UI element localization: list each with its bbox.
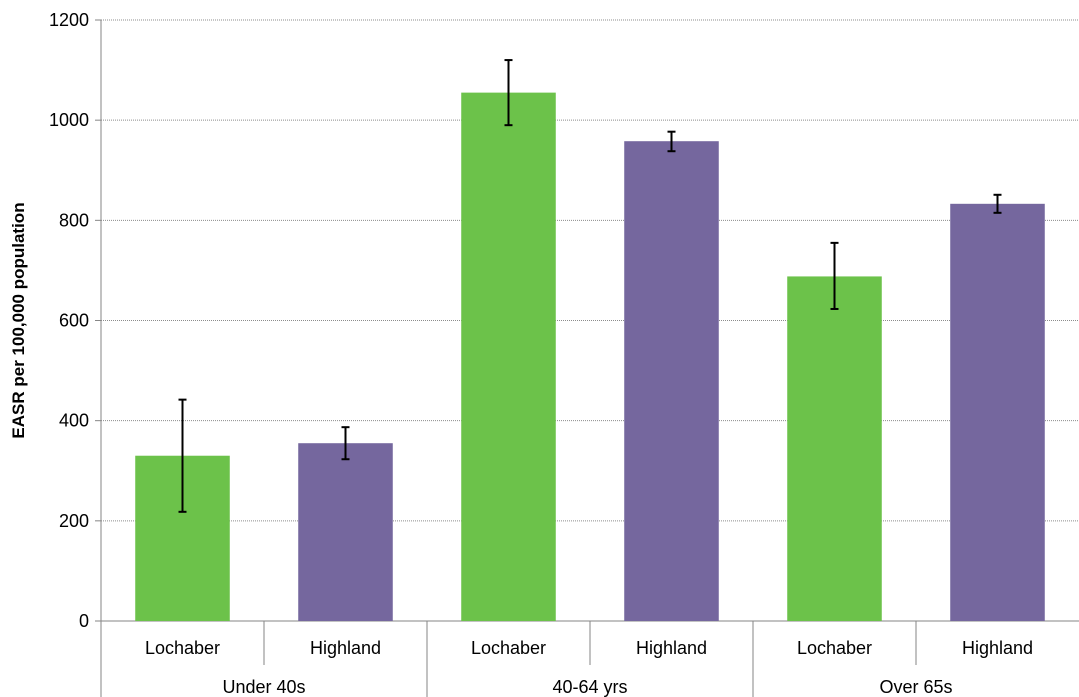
bars <box>135 92 1045 621</box>
x-group-label: 40-64 yrs <box>552 677 627 697</box>
y-tick-label: 0 <box>79 611 89 631</box>
x-category-label: Highland <box>310 638 381 658</box>
bar <box>950 203 1045 621</box>
x-category-label: Lochaber <box>145 638 220 658</box>
bar <box>787 276 882 621</box>
bar <box>298 443 393 621</box>
x-group-label: Over 65s <box>879 677 952 697</box>
x-category-label: Lochaber <box>471 638 546 658</box>
y-tick-label: 400 <box>59 411 89 431</box>
x-category-label: Highland <box>636 638 707 658</box>
y-tick-label: 1000 <box>49 110 89 130</box>
y-tick-label: 1200 <box>49 10 89 30</box>
x-category-label: Highland <box>962 638 1033 658</box>
x-group-label: Under 40s <box>222 677 305 697</box>
y-tick-label: 600 <box>59 311 89 331</box>
bar <box>461 92 556 621</box>
y-axis-label: EASR per 100,000 population <box>9 202 28 438</box>
bar <box>624 141 719 621</box>
x-category-label: Lochaber <box>797 638 872 658</box>
y-tick-label: 200 <box>59 511 89 531</box>
error-bars <box>178 59 1002 513</box>
gridlines <box>101 19 1079 522</box>
y-tick-label: 800 <box>59 210 89 230</box>
axes <box>95 19 1079 697</box>
